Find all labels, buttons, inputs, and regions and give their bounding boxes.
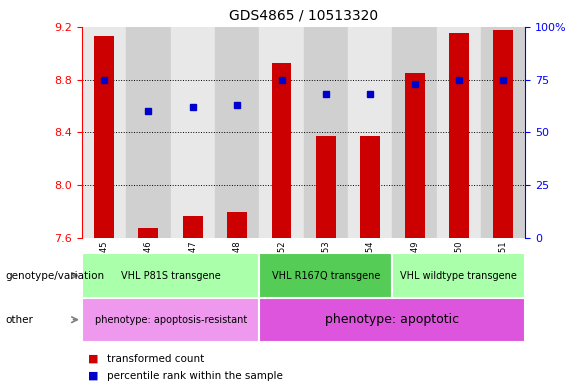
Text: other: other (6, 314, 33, 325)
Bar (127, 27, 171, 238)
Bar (171, 27, 215, 238)
Text: phenotype: apoptotic: phenotype: apoptotic (325, 313, 459, 326)
Text: VHL R167Q transgene: VHL R167Q transgene (272, 270, 380, 281)
Bar (259, 298, 525, 342)
Bar (360, 136, 380, 238)
Bar (227, 212, 247, 238)
Bar (259, 253, 393, 298)
Bar (393, 27, 437, 238)
Bar (259, 27, 304, 238)
Bar (493, 30, 513, 238)
Bar (82, 27, 126, 238)
Bar (138, 228, 158, 238)
Bar (405, 73, 424, 238)
Text: phenotype: apoptosis-resistant: phenotype: apoptosis-resistant (94, 314, 247, 325)
Bar (348, 27, 393, 238)
Bar (82, 298, 259, 342)
Text: ■: ■ (88, 354, 98, 364)
Bar (316, 136, 336, 238)
Text: ■: ■ (88, 371, 98, 381)
Bar (272, 63, 292, 238)
Bar (82, 253, 259, 298)
Bar (304, 27, 348, 238)
Bar (183, 216, 203, 238)
Bar (393, 253, 525, 298)
Bar (481, 27, 525, 238)
Text: VHL P81S transgene: VHL P81S transgene (121, 270, 220, 281)
Text: percentile rank within the sample: percentile rank within the sample (107, 371, 283, 381)
Text: transformed count: transformed count (107, 354, 205, 364)
Text: VHL wildtype transgene: VHL wildtype transgene (401, 270, 518, 281)
Bar (437, 27, 481, 238)
Title: GDS4865 / 10513320: GDS4865 / 10513320 (229, 9, 378, 23)
Text: genotype/variation: genotype/variation (6, 270, 105, 281)
Bar (449, 33, 469, 238)
Bar (94, 36, 114, 238)
Bar (215, 27, 259, 238)
